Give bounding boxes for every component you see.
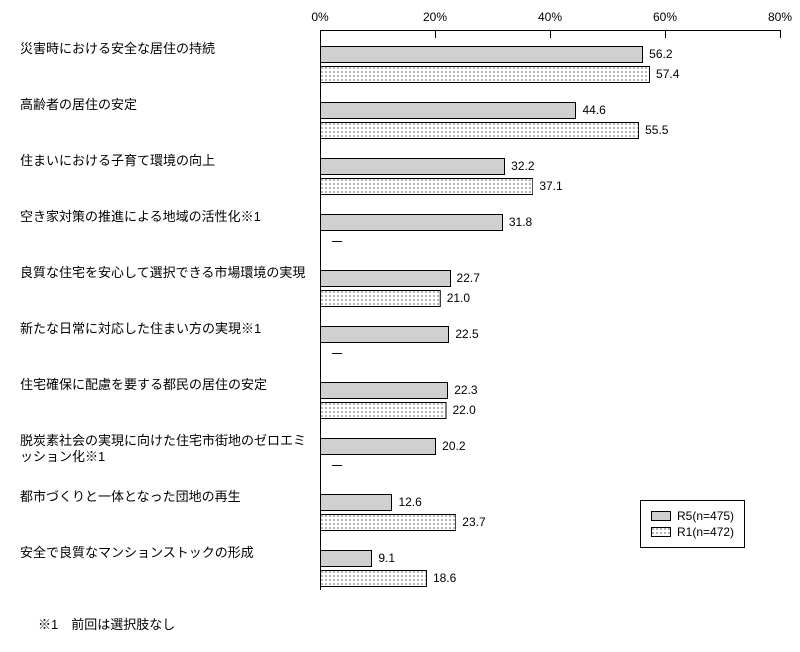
bar-r5 — [320, 382, 448, 399]
value-label: 22.3 — [448, 382, 477, 399]
bar-r5 — [320, 46, 643, 63]
bar-r5 — [320, 326, 449, 343]
value-label: 22.5 — [449, 326, 478, 343]
x-axis-tick-label: 80% — [768, 10, 792, 24]
category-label: 住まいにおける子育て環境の向上 — [20, 153, 310, 169]
bar-r5 — [320, 158, 505, 175]
legend-swatch-solid — [651, 511, 671, 521]
legend-box: R5(n=475) R1(n=472) — [640, 500, 745, 548]
category-label: 新たな日常に対応した住まい方の実現※1 — [20, 321, 310, 337]
legend-swatch-dotted — [651, 527, 671, 537]
value-label: 31.8 — [503, 214, 532, 231]
category-label: 都市づくりと一体となった団地の再生 — [20, 489, 310, 505]
bar-r1 — [320, 66, 650, 83]
bar-r5 — [320, 270, 451, 287]
legend-item: R1(n=472) — [651, 525, 734, 539]
value-label: 12.6 — [392, 494, 421, 511]
value-label: 18.6 — [427, 570, 456, 587]
category-label: 災害時における安全な居住の持続 — [20, 41, 310, 57]
value-label: 22.0 — [447, 402, 476, 419]
x-axis-tick — [780, 30, 781, 38]
bar-r5 — [320, 550, 372, 567]
legend-label: R1(n=472) — [677, 525, 734, 539]
value-label: 22.7 — [451, 270, 480, 287]
value-label: 57.4 — [650, 66, 679, 83]
footnote-text: ※1 前回は選択肢なし — [38, 614, 175, 633]
null-marker: － — [320, 458, 344, 475]
null-marker: － — [320, 346, 344, 363]
bar-r5 — [320, 494, 392, 511]
bar-r5 — [320, 214, 503, 231]
bar-r1 — [320, 290, 441, 307]
category-label: 脱炭素社会の実現に向けた住宅市街地のゼロエミッション化※1 — [20, 433, 310, 464]
value-label: 37.1 — [533, 178, 562, 195]
value-label: 44.6 — [576, 102, 605, 119]
value-label: 56.2 — [643, 46, 672, 63]
x-axis-tick-label: 0% — [311, 10, 328, 24]
value-label: 32.2 — [505, 158, 534, 175]
bar-r1 — [320, 122, 639, 139]
null-marker: － — [320, 234, 344, 251]
x-axis-tick — [435, 30, 436, 38]
x-axis-tick — [550, 30, 551, 38]
bar-r5 — [320, 438, 436, 455]
value-label: 23.7 — [456, 514, 485, 531]
value-label: 20.2 — [436, 438, 465, 455]
category-label: 空き家対策の推進による地域の活性化※1 — [20, 209, 310, 225]
chart-container: 0% 20% 40% 60% 80% 56.2 57.4 44.6 55.5 32.2 37.1 31… — [0, 0, 800, 652]
category-label: 高齢者の居住の安定 — [20, 97, 310, 113]
value-label: 21.0 — [441, 290, 470, 307]
bar-r1 — [320, 402, 447, 419]
legend-label: R5(n=475) — [677, 509, 734, 523]
category-label: 住宅確保に配慮を要する都民の居住の安定 — [20, 377, 310, 393]
x-axis-tick-label: 20% — [423, 10, 447, 24]
x-axis-tick-label: 60% — [653, 10, 677, 24]
x-axis-tick — [320, 30, 321, 38]
bar-r5 — [320, 102, 576, 119]
category-label: 安全で良質なマンションストックの形成 — [20, 545, 310, 561]
bar-r1 — [320, 514, 456, 531]
x-axis-tick — [665, 30, 666, 38]
x-axis-tick-label: 40% — [538, 10, 562, 24]
value-label: 55.5 — [639, 122, 668, 139]
category-label: 良質な住宅を安心して選択できる市場環境の実現 — [20, 265, 310, 281]
bar-r1 — [320, 178, 533, 195]
bar-r1 — [320, 570, 427, 587]
legend-item: R5(n=475) — [651, 509, 734, 523]
value-label: 9.1 — [372, 550, 395, 567]
